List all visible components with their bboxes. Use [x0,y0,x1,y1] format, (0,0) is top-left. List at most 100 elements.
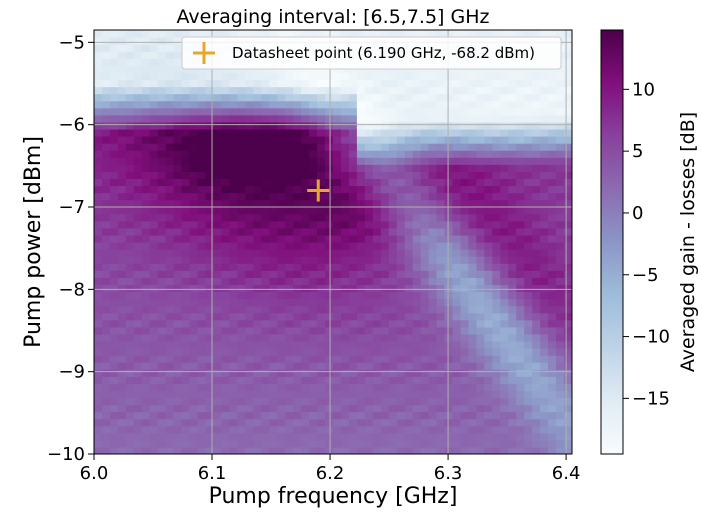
heatmap-cell [388,121,398,130]
heatmap-cell [301,79,310,88]
heatmap-cell [181,164,191,172]
heatmap-cell [388,136,398,144]
x-axis-label: Pump frequency [GHz] [209,484,458,509]
heatmap-cell [436,157,446,165]
heatmap-cell [237,242,246,250]
heatmap-cell [420,213,430,222]
heatmap-cell [460,157,470,165]
heatmap-cell [484,136,493,144]
heatmap-cell [412,333,422,342]
heatmap-cell [205,157,215,165]
heatmap-cell [500,227,509,236]
heatmap-cell [229,411,238,420]
heatmap-cell [452,439,462,448]
heatmap-cell [404,291,414,300]
heatmap-cell [420,418,430,427]
heatmap-cell [101,30,111,38]
heatmap-cell [229,227,238,236]
heatmap-cell [412,227,422,236]
heatmap-cell [173,404,183,413]
heatmap-cell [484,227,493,236]
heatmap-cell [149,100,159,109]
heatmap-cell [221,157,231,165]
heatmap-cell [476,157,485,165]
heatmap-cell [117,242,127,250]
heatmap-cell [229,397,238,406]
heatmap-cell [285,79,294,88]
heatmap-cell [508,333,517,342]
heatmap-cell [293,312,302,321]
heatmap-cell [101,298,111,307]
heatmap-cell [181,171,191,179]
heatmap-cell [221,291,231,300]
heatmap-cell [516,178,525,187]
heatmap-cell [508,72,517,81]
heatmap-cell [237,192,246,201]
heatmap-cell [293,93,302,102]
heatmap-cell [340,333,350,342]
heatmap-cell [564,220,572,229]
heatmap-cell [372,206,382,215]
heatmap-cell [524,192,533,201]
heatmap-cell [468,390,477,399]
heatmap-cell [404,383,414,391]
heatmap-cell [165,390,175,399]
heatmap-cell [245,192,254,201]
heatmap-cell [149,432,159,441]
heatmap-cell [564,418,572,427]
heatmap-cell [277,192,286,201]
heatmap-cell [309,150,318,158]
heatmap-cell [325,298,334,307]
heatmap-cell [213,284,223,293]
heatmap-cell [141,446,151,454]
heatmap-cell [380,249,390,257]
heatmap-cell [253,171,262,179]
heatmap-cell [229,128,238,137]
heatmap-cell [492,249,501,257]
heatmap-cell [476,234,485,243]
heatmap-cell [380,192,390,201]
heatmap-cell [157,284,167,293]
heatmap-cell [380,270,390,278]
heatmap-cell [173,100,183,109]
heatmap-cell [237,256,246,264]
heatmap-cell [420,30,430,38]
heatmap-cell [340,227,350,236]
heatmap-cell [492,404,501,413]
heatmap-cell [109,128,119,137]
heatmap-cell [380,263,390,271]
heatmap-cell [348,418,358,427]
heatmap-cell [372,333,382,342]
heatmap-cell [301,199,310,208]
x-tick-label: 6.0 [80,463,109,484]
heatmap-cell [157,185,167,194]
heatmap-cell [125,425,135,434]
heatmap-cell [484,362,493,370]
heatmap-cell [468,376,477,384]
heatmap-cell [348,199,358,208]
heatmap-cell [181,305,191,314]
heatmap-cell [181,263,191,271]
heatmap-cell [149,270,159,278]
heatmap-cell [412,298,422,307]
heatmap-cell [548,376,557,384]
heatmap-cell [556,298,565,307]
heatmap-cell [269,326,278,335]
heatmap-cell [221,178,231,187]
heatmap-cell [109,256,119,264]
heatmap-cell [197,284,207,293]
heatmap-cell [173,107,183,116]
heatmap-cell [189,30,199,38]
heatmap-cell [396,383,406,391]
heatmap-cell [125,362,135,370]
heatmap-cell [564,86,572,95]
heatmap-cell [269,143,278,151]
heatmap-cell [540,136,549,144]
heatmap-cell [157,220,167,229]
heatmap-cell [500,376,509,384]
heatmap-cell [173,397,183,406]
heatmap-cell [173,376,183,384]
heatmap-cell [372,79,382,88]
heatmap-cell [540,206,549,215]
heatmap-cell [157,93,167,102]
